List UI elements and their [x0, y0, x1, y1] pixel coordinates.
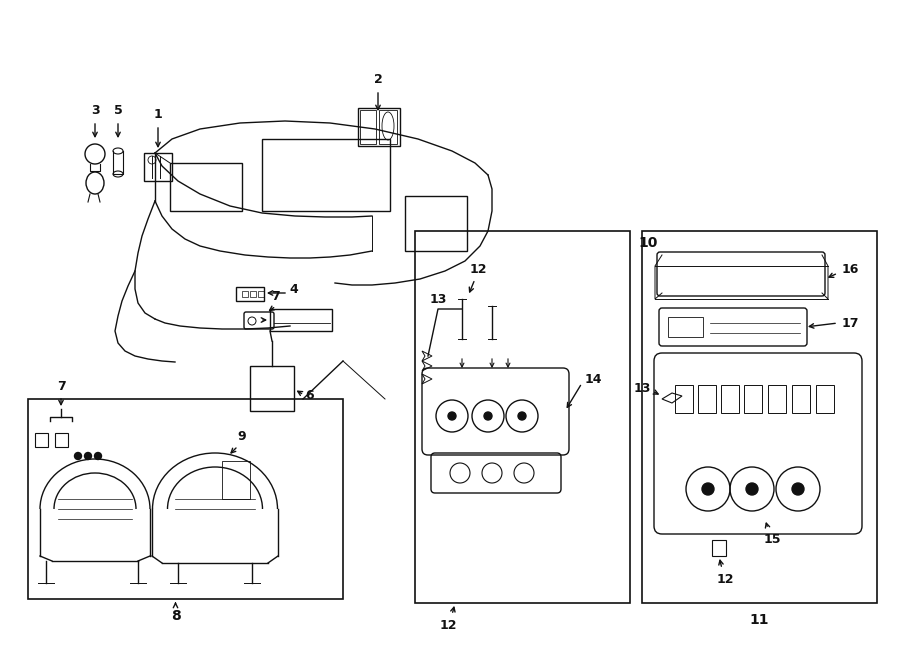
Text: 3: 3 [91, 104, 99, 117]
Circle shape [518, 412, 526, 420]
Bar [222, 461, 250, 499]
Circle shape [792, 483, 804, 495]
Bar [170, 163, 242, 211]
Bar [270, 309, 332, 331]
Bar [642, 231, 877, 603]
Bar [358, 108, 400, 146]
Text: 4: 4 [290, 282, 299, 295]
Bar [250, 291, 256, 297]
Circle shape [702, 483, 714, 495]
Bar [744, 385, 762, 413]
Bar [262, 139, 390, 211]
Bar [360, 110, 376, 144]
Text: 11: 11 [750, 613, 770, 627]
Bar [250, 366, 294, 411]
Text: 7: 7 [272, 290, 281, 303]
Bar [816, 385, 834, 413]
Bar [144, 153, 172, 181]
Bar [721, 385, 739, 413]
Bar [28, 399, 343, 599]
Bar [415, 231, 630, 603]
Bar [242, 291, 248, 297]
Text: 1: 1 [154, 108, 162, 121]
Bar [379, 110, 397, 144]
Bar [768, 385, 786, 413]
Text: 17: 17 [842, 317, 860, 329]
Bar [405, 196, 467, 251]
Bar [712, 540, 726, 556]
Circle shape [746, 483, 758, 495]
Text: 2: 2 [374, 73, 382, 86]
Text: 13: 13 [634, 383, 651, 395]
Bar [258, 291, 264, 297]
Circle shape [484, 412, 492, 420]
Text: 14: 14 [585, 373, 602, 385]
Circle shape [75, 453, 82, 459]
Text: 12: 12 [439, 619, 457, 632]
Bar [668, 317, 703, 337]
Circle shape [94, 453, 102, 459]
Text: 7: 7 [57, 380, 66, 393]
Text: 5: 5 [113, 104, 122, 117]
Bar [35, 433, 48, 447]
Bar [675, 385, 693, 413]
Bar [792, 385, 810, 413]
Circle shape [448, 412, 456, 420]
Text: 10: 10 [638, 236, 657, 250]
Circle shape [85, 453, 92, 459]
Bar [698, 385, 716, 413]
Text: 12: 12 [716, 573, 734, 586]
Bar [55, 433, 68, 447]
Bar [236, 287, 264, 301]
Text: 6: 6 [306, 389, 314, 401]
Text: 16: 16 [842, 262, 860, 276]
Text: 15: 15 [763, 533, 781, 546]
Text: 8: 8 [171, 609, 180, 623]
Text: 12: 12 [469, 263, 487, 276]
Text: 9: 9 [238, 430, 247, 443]
Text: 13: 13 [429, 293, 446, 306]
